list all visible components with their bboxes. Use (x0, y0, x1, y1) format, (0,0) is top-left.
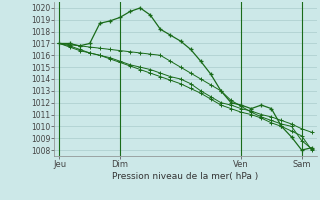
X-axis label: Pression niveau de la mer( hPa ): Pression niveau de la mer( hPa ) (112, 172, 259, 181)
